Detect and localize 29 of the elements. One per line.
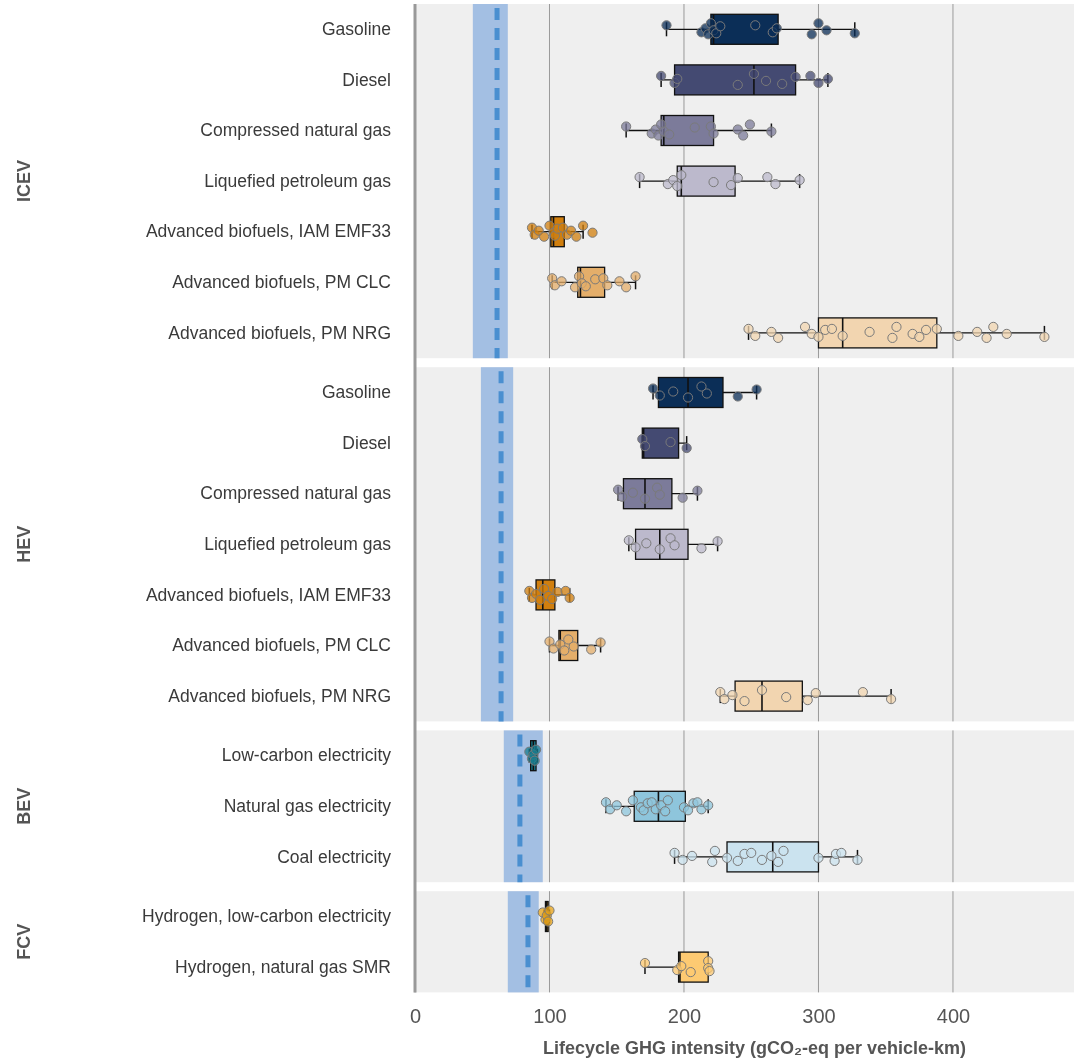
y-tick-label: Liquefied petroleum gas <box>204 170 392 191</box>
y-tick-label: Advanced biofuels, PM NRG <box>168 322 391 343</box>
x-tick-label: 200 <box>667 1004 702 1027</box>
x-tick-label: 400 <box>936 1004 971 1027</box>
y-axis-title: BEV <box>14 787 34 825</box>
y-tick-label: Liquefied petroleum gas <box>204 533 392 554</box>
x-tick-label: 0 <box>409 1004 422 1027</box>
y-tick-label: Compressed natural gas <box>200 120 392 141</box>
y-tick-label: Gasoline <box>321 18 391 39</box>
y-axis-title: HEV <box>14 525 34 563</box>
y-tick-label: Natural gas electricity <box>223 795 392 816</box>
x-tick-label: 300 <box>802 1004 836 1027</box>
y-tick-label: Advanced biofuels, PM CLC <box>172 271 391 292</box>
y-tick-label: Coal electricity <box>277 846 392 867</box>
y-axis-title: ICEV <box>14 160 34 203</box>
y-tick-label: Gasoline <box>321 382 391 403</box>
y-tick-label: Advanced biofuels, PM NRG <box>168 685 391 706</box>
x-tick-label: 100 <box>533 1004 567 1027</box>
y-tick-label: Advanced biofuels, IAM EMF33 <box>145 221 391 242</box>
y-tick-label: Advanced biofuels, PM CLC <box>172 635 391 656</box>
y-axis-title: FCV <box>14 923 34 960</box>
y-tick-label: Diesel <box>342 69 391 90</box>
y-tick-label: Compressed natural gas <box>200 483 392 504</box>
y-tick-label: Diesel <box>342 432 391 453</box>
y-tick-label: Hydrogen, natural gas SMR <box>175 956 391 977</box>
y-tick-label: Advanced biofuels, IAM EMF33 <box>145 584 391 605</box>
x-axis-title: Lifecycle GHG intensity (gCO₂-eq per vehicle-km) <box>542 1038 967 1059</box>
y-tick-label: Low-carbon electricity <box>221 745 392 766</box>
y-tick-label: Hydrogen, low-carbon electricity <box>142 906 392 927</box>
